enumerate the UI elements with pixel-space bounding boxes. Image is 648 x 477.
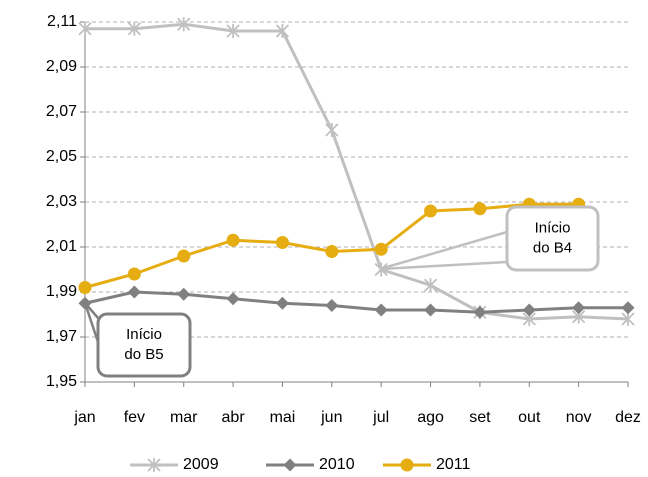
series-line [85, 22, 629, 321]
x-tick-label: jun [320, 409, 342, 426]
marker [275, 296, 289, 310]
marker [275, 24, 290, 38]
x-tick-label: fev [124, 409, 145, 426]
marker [374, 242, 388, 256]
marker [424, 303, 438, 317]
x-tick-label: jul [372, 409, 389, 426]
marker [226, 24, 240, 38]
marker [127, 267, 141, 281]
x-tick-label: set [469, 409, 491, 426]
y-tick-label: 2,05 [46, 148, 77, 165]
marker [423, 278, 438, 293]
marker [226, 233, 240, 247]
callout-text: Início [126, 326, 162, 343]
marker [177, 287, 191, 301]
marker [78, 21, 92, 36]
callout-text: Início [535, 219, 571, 236]
callout-text: do B5 [124, 346, 163, 363]
y-tick-label: 2,09 [46, 58, 77, 75]
y-tick-label: 1,99 [46, 283, 77, 300]
marker [78, 281, 92, 294]
marker [147, 458, 161, 472]
x-tick-label: nov [566, 409, 592, 426]
marker [374, 303, 388, 317]
legend-label: 2010 [319, 456, 355, 473]
marker [177, 249, 191, 263]
callout-pointer [379, 230, 508, 271]
callout: Início do B5 [83, 302, 192, 378]
legend-label: 2011 [436, 456, 471, 473]
x-tick-label: jan [73, 409, 95, 426]
callout-pointer [84, 302, 99, 319]
marker [226, 292, 240, 306]
legend-label: 2009 [183, 456, 219, 473]
marker [621, 312, 635, 326]
marker [275, 236, 289, 249]
callout-pointer [83, 302, 100, 343]
marker [325, 299, 339, 312]
marker [400, 458, 414, 472]
marker [473, 202, 487, 216]
marker [283, 458, 297, 472]
marker [522, 303, 536, 317]
y-tick-label: 2,03 [46, 193, 77, 210]
x-tick-label: mai [270, 409, 296, 426]
marker [572, 301, 586, 315]
callout-text: do B4 [533, 239, 572, 256]
x-tick-label: out [518, 409, 541, 426]
marker [127, 21, 142, 36]
marker [424, 204, 438, 218]
marker [325, 245, 339, 258]
callout-pointer [379, 260, 508, 271]
marker [473, 305, 487, 319]
y-tick-label: 1,97 [46, 328, 77, 345]
x-tick-label: abr [222, 409, 246, 426]
callout: Início do B4 [379, 205, 600, 272]
y-tick-label: 2,01 [46, 238, 77, 255]
marker [621, 301, 635, 315]
x-tick-label: dez [615, 409, 641, 426]
marker [325, 123, 339, 137]
y-tick-label: 2,07 [46, 103, 77, 120]
x-tick-label: ago [417, 409, 444, 426]
y-tick-label: 2,11 [47, 13, 77, 30]
marker [177, 17, 191, 32]
y-tick-label: 1,95 [46, 373, 77, 390]
callout-box [505, 205, 600, 272]
callout-box [96, 312, 192, 378]
series-line [84, 290, 628, 314]
marker [127, 285, 141, 299]
x-tick-label: mar [170, 409, 198, 426]
